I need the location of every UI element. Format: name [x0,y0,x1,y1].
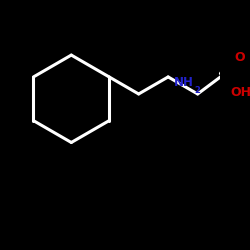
Text: NH: NH [174,76,194,89]
Text: 2: 2 [194,86,200,95]
Text: OH: OH [231,86,250,99]
Text: O: O [234,51,245,64]
